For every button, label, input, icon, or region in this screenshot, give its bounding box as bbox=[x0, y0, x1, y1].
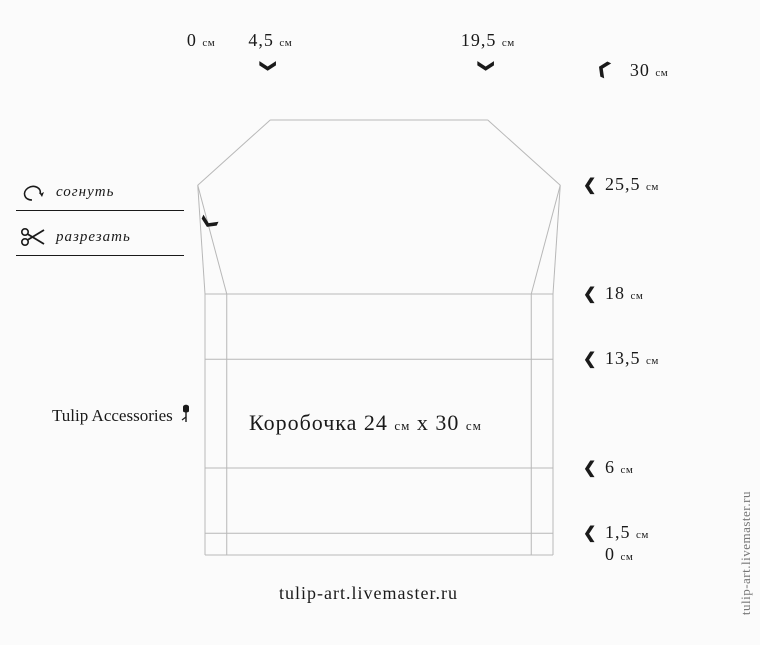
legend-fold-label: согнуть bbox=[56, 184, 114, 201]
brand-text: Tulip Accessories bbox=[52, 406, 173, 425]
fold-arrow-icon: ❯ bbox=[259, 59, 279, 72]
cut-arrow-icon: ❮ bbox=[583, 458, 596, 478]
measure-label: 18 см bbox=[605, 283, 643, 304]
cut-arrow-icon: ❮ bbox=[583, 349, 596, 369]
measure-label: 13,5 см bbox=[605, 348, 659, 369]
center-x: x bbox=[417, 410, 429, 435]
measure-label: 25,5 см bbox=[605, 174, 659, 195]
box-template-svg bbox=[0, 0, 760, 645]
cut-arrow-icon: ❮ bbox=[583, 284, 596, 304]
cut-arrow-icon: ❮ bbox=[583, 523, 596, 543]
measure-label: 0 см bbox=[187, 30, 215, 51]
tulip-icon bbox=[179, 409, 193, 425]
center-dim1: 24 bbox=[364, 410, 388, 435]
legend-fold-row: согнуть bbox=[16, 176, 184, 211]
fold-arrow-icon: ❯ bbox=[476, 59, 496, 72]
measure-label: 19,5 см bbox=[461, 30, 515, 51]
legend-cut-label: разрезать bbox=[56, 229, 131, 246]
center-unit2: см bbox=[466, 418, 482, 433]
measure-label: 0 см bbox=[605, 544, 633, 565]
footer-url: tulip-art.livemaster.ru bbox=[279, 583, 458, 604]
measure-label: 1,5 см bbox=[605, 522, 649, 543]
legend-cut-row: разрезать bbox=[16, 221, 184, 256]
watermark: tulip-art.livemaster.ru bbox=[738, 491, 754, 615]
center-unit1: см bbox=[394, 418, 410, 433]
scissors-icon bbox=[18, 225, 46, 249]
fold-icon bbox=[18, 180, 46, 204]
center-word: Коробочка bbox=[249, 410, 357, 435]
cut-arrow-icon: ❮ bbox=[583, 175, 596, 195]
legend: согнуть разрезать bbox=[16, 176, 184, 266]
brand-label: Tulip Accessories bbox=[52, 404, 193, 426]
measure-label: 30 см bbox=[630, 60, 668, 81]
center-dim2: 30 bbox=[435, 410, 459, 435]
measure-label: 4,5 см bbox=[248, 30, 292, 51]
measure-label: 6 см bbox=[605, 457, 633, 478]
box-dimensions-label: Коробочка 24 см x 30 см bbox=[249, 410, 482, 436]
